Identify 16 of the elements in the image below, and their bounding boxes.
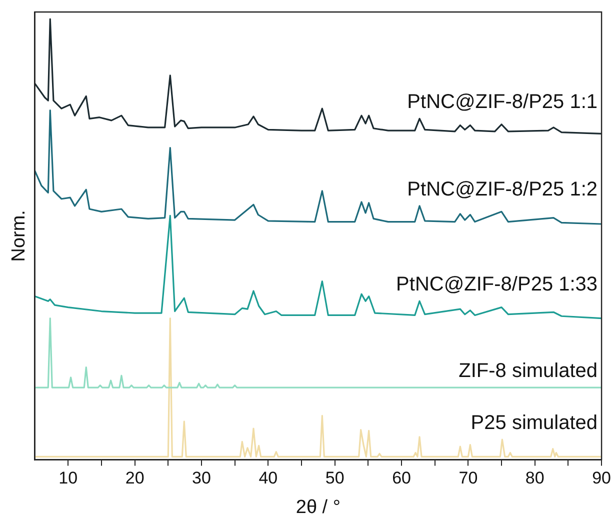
series-label: PtNC@ZIF-8/P25 1:2 xyxy=(407,178,598,200)
x-tick-label: 90 xyxy=(592,468,612,488)
x-tick-label: 50 xyxy=(325,468,344,488)
x-tick-label: 20 xyxy=(125,468,144,488)
x-tick-label: 40 xyxy=(258,468,278,488)
series-label: PtNC@ZIF-8/P25 1:33 xyxy=(396,274,598,296)
x-tick-label: 30 xyxy=(192,468,211,488)
x-axis-title: 2θ / ° xyxy=(296,496,340,518)
series-label: PtNC@ZIF-8/P25 1:1 xyxy=(407,91,598,114)
series-label: P25 simulated xyxy=(470,412,598,434)
x-tick-label: 80 xyxy=(525,468,544,488)
x-tick-label: 70 xyxy=(458,468,478,488)
x-tick-label: 10 xyxy=(58,468,78,488)
x-tick-label: 60 xyxy=(392,468,411,488)
y-axis-title: Norm. xyxy=(8,210,30,262)
series-label: ZIF-8 simulated xyxy=(458,360,598,382)
